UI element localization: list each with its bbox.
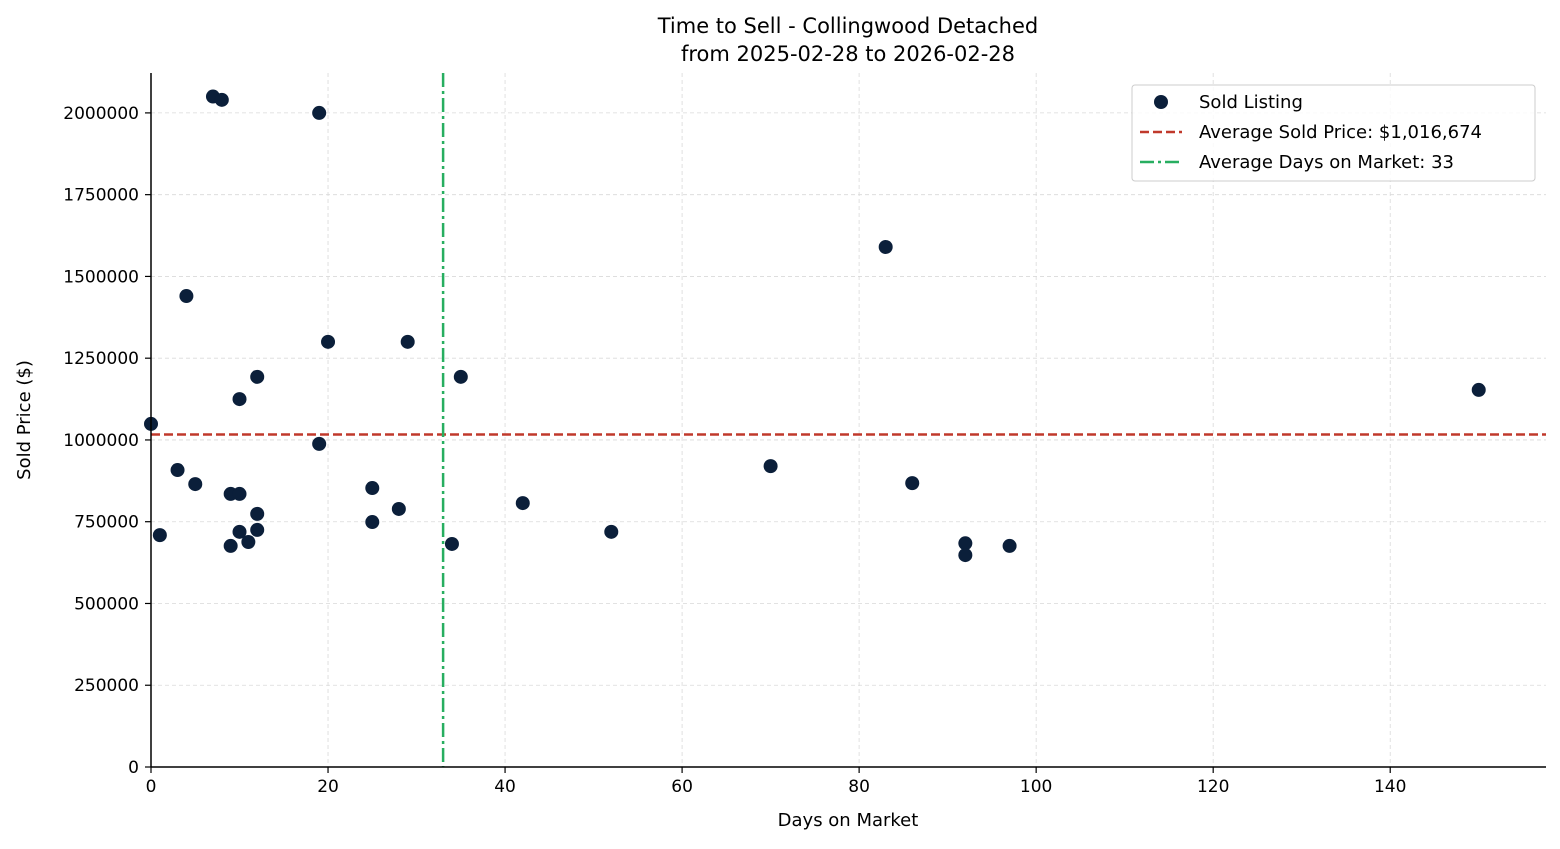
data-point [365, 481, 380, 496]
legend-box [1131, 84, 1536, 182]
legend-label-average-days: Average Days on Market: 33 [1199, 152, 1454, 173]
x-tick-label: 0 [146, 777, 157, 797]
chart-subtitle: from 2025-02-28 to 2026-02-28 [681, 42, 1015, 66]
data-point [188, 477, 203, 492]
x-tick-label: 80 [848, 777, 870, 797]
data-point [453, 369, 468, 384]
y-tick-label: 750000 [74, 513, 139, 533]
legend-label-sold-listing: Sold Listing [1199, 92, 1303, 113]
data-point [905, 476, 920, 491]
data-point [400, 334, 415, 349]
y-tick-label: 1250000 [63, 349, 139, 369]
y-tick-label: 1500000 [63, 267, 139, 287]
y-tick-label: 500000 [74, 594, 139, 614]
reference-lines [151, 73, 1546, 767]
data-point [515, 496, 530, 511]
data-point [763, 459, 778, 474]
data-point [250, 369, 265, 384]
y-tick-label: 1000000 [63, 431, 139, 451]
data-point [604, 524, 619, 539]
chart-title: Time to Sell - Collingwood Detached [657, 14, 1039, 38]
data-point [878, 239, 893, 254]
y-tick-label: 1750000 [63, 186, 139, 206]
data-point [223, 538, 238, 553]
data-point [232, 524, 247, 539]
data-point [312, 436, 327, 451]
legend-marker-sold-listing [1154, 95, 1168, 109]
x-tick-label: 60 [671, 777, 693, 797]
y-tick-label: 0 [128, 758, 139, 778]
y-axis-label: Sold Price ($) [14, 360, 35, 480]
data-point [321, 334, 336, 349]
data-point [312, 105, 327, 120]
y-tick-label: 2000000 [63, 104, 139, 124]
data-point [391, 501, 406, 516]
x-tick-label: 40 [494, 777, 516, 797]
data-point [444, 536, 459, 551]
data-point [1471, 382, 1486, 397]
x-tick-label: 20 [317, 777, 339, 797]
data-point [365, 515, 380, 530]
data-point [232, 392, 247, 407]
data-point [1002, 538, 1017, 553]
data-point [152, 528, 167, 543]
data-point [170, 463, 185, 478]
legend: Sold Listing Average Sold Price: $1,016,… [1131, 84, 1536, 182]
data-points [144, 89, 1486, 563]
x-tick-label: 120 [1197, 777, 1229, 797]
x-tick-label: 140 [1374, 777, 1406, 797]
x-tick-label: 100 [1020, 777, 1052, 797]
data-point [214, 92, 229, 107]
y-tick-label: 250000 [74, 676, 139, 696]
x-axis-label: Days on Market [778, 810, 919, 831]
legend-label-average-price: Average Sold Price: $1,016,674 [1199, 122, 1482, 143]
axes: 0 20 40 60 80 100 120 140 0 250000 500000 750000 100… [63, 73, 1546, 797]
data-point [958, 536, 973, 551]
data-point [179, 289, 194, 304]
data-point [241, 534, 256, 549]
data-point [250, 522, 265, 537]
data-point [958, 548, 973, 563]
data-point [232, 486, 247, 501]
data-point [250, 506, 265, 521]
